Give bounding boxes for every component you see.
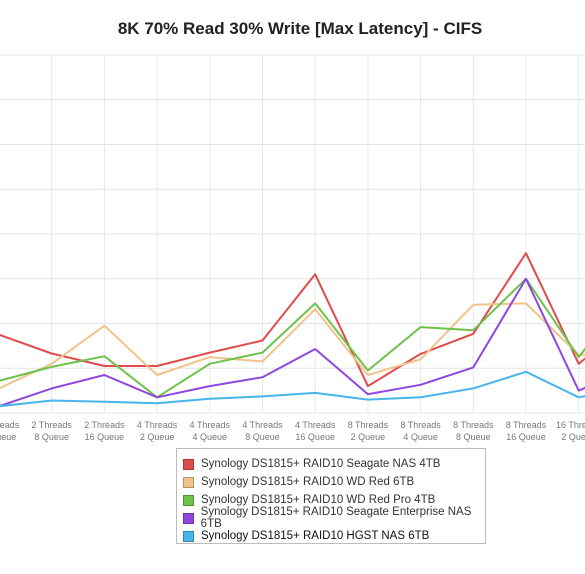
legend-item-seagate-nas-4tb[interactable]: Synology DS1815+ RAID10 Seagate NAS 4TB	[183, 455, 485, 473]
x-tick-label: 2 Threads	[0, 420, 20, 430]
series-line-4	[0, 370, 585, 408]
x-tick-label: 8 Threads	[400, 420, 441, 430]
legend-item-wd-red-6tb[interactable]: Synology DS1815+ RAID10 WD Red 6TB	[183, 473, 485, 491]
legend-label: Synology DS1815+ RAID10 WD Red Pro 4TB	[201, 494, 436, 506]
legend-swatch	[183, 512, 194, 524]
legend-swatch	[183, 476, 194, 488]
legend-item-seagate-enterprise-nas-6tb[interactable]: Synology DS1815+ RAID10 Seagate Enterpri…	[183, 506, 485, 530]
x-tick-label: 4 Threads	[190, 420, 231, 430]
x-tick-label: 16 Queue	[506, 432, 546, 442]
legend[interactable]: Synology DS1815+ RAID10 Seagate NAS 4TB …	[176, 448, 486, 544]
chart-grid	[0, 54, 585, 414]
legend-label: Synology DS1815+ RAID10 HGST NAS 6TB	[201, 530, 430, 542]
x-axis-labels: 2 Threads 4 Queue 2 Threads 8 Queue 2 Thread…	[0, 420, 585, 442]
x-tick-label: 2 Threads	[84, 420, 125, 430]
legend-swatch	[183, 530, 194, 542]
x-tick-label: 2 Queue	[561, 432, 585, 442]
legend-label: Synology DS1815+ RAID10 Seagate Enterpri…	[200, 506, 472, 530]
x-tick-label: 4 Threads	[137, 420, 178, 430]
x-tick-label: 8 Queue	[34, 432, 69, 442]
x-tick-label: 4 Queue	[193, 432, 228, 442]
x-tick-label: 8 Queue	[245, 432, 280, 442]
x-tick-label: 16 Queue	[295, 432, 335, 442]
legend-item-wd-red-pro-4tb[interactable]: Synology DS1815+ RAID10 WD Red Pro 4TB	[183, 491, 485, 509]
series-line-3	[0, 277, 585, 408]
x-tick-label: 16 Threads	[556, 420, 585, 430]
x-tick-label: 4 Threads	[242, 420, 283, 430]
x-tick-label: 8 Threads	[506, 420, 547, 430]
x-tick-label: 2 Queue	[351, 432, 386, 442]
x-tick-label: 2 Queue	[140, 432, 175, 442]
legend-swatch	[183, 458, 194, 470]
series-line-1	[0, 302, 585, 390]
x-tick-label: 4 Threads	[295, 420, 336, 430]
series-lines	[0, 252, 585, 408]
x-tick-label: 16 Queue	[85, 432, 125, 442]
legend-label: Synology DS1815+ RAID10 Seagate NAS 4TB	[201, 458, 441, 470]
legend-label: Synology DS1815+ RAID10 WD Red 6TB	[201, 476, 415, 488]
chart-title: 8K 70% Read 30% Write [Max Latency] - CI…	[117, 19, 483, 38]
series-line-0	[0, 252, 585, 388]
x-tick-label: 8 Queue	[456, 432, 491, 442]
x-tick-label: 8 Threads	[348, 420, 389, 430]
legend-item-hgst-nas-6tb[interactable]: Synology DS1815+ RAID10 HGST NAS 6TB	[183, 527, 485, 545]
x-tick-label: 4 Queue	[0, 432, 16, 442]
x-tick-label: 8 Threads	[453, 420, 494, 430]
x-tick-label: 4 Queue	[403, 432, 438, 442]
legend-swatch	[183, 494, 194, 506]
x-tick-label: 2 Threads	[32, 420, 73, 430]
